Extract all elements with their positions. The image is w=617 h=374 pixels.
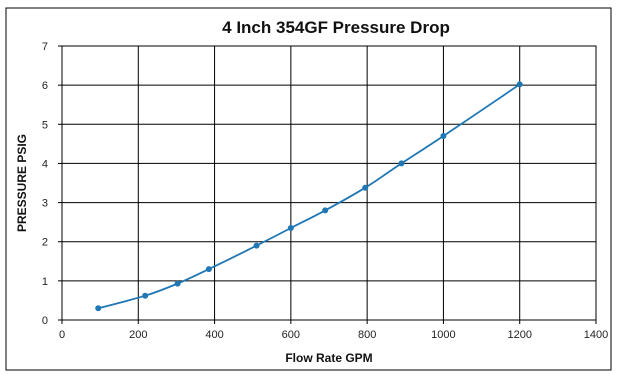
chart-title: 4 Inch 354GF Pressure Drop <box>222 18 450 37</box>
x-axis-ticks: 0 200 400 600 800 1000 1200 1400 <box>59 320 608 341</box>
x-tick-label: 0 <box>59 329 65 341</box>
x-tick-label: 1200 <box>507 329 531 341</box>
grid-lines <box>62 46 596 320</box>
data-point <box>398 160 405 167</box>
data-point <box>516 81 523 88</box>
data-point <box>95 305 102 312</box>
plot-area-frame <box>61 45 597 321</box>
x-tick-label: 800 <box>358 329 376 341</box>
y-tick-label: 1 <box>42 276 48 288</box>
y-tick-label: 3 <box>42 198 48 210</box>
y-axis-ticks: 0 1 2 3 4 5 6 7 <box>42 41 62 327</box>
data-point <box>362 184 369 191</box>
y-tick-label: 2 <box>42 237 48 249</box>
y-tick-label: 4 <box>42 158 48 170</box>
y-tick-label: 0 <box>42 315 48 327</box>
data-point <box>440 133 447 140</box>
x-tick-label: 1000 <box>431 329 455 341</box>
x-tick-label: 200 <box>129 329 147 341</box>
data-point <box>174 280 181 287</box>
y-axis-title: PRESSURE PSIG <box>15 134 29 232</box>
data-point <box>142 292 149 299</box>
y-tick-label: 5 <box>42 119 48 131</box>
data-point <box>253 242 260 249</box>
x-tick-label: 1400 <box>584 329 608 341</box>
x-tick-label: 600 <box>282 329 300 341</box>
chart-border <box>5 7 612 371</box>
data-points <box>95 81 523 312</box>
data-point <box>205 266 212 273</box>
data-point <box>322 207 329 214</box>
x-axis-title: Flow Rate GPM <box>285 351 372 365</box>
y-tick-label: 7 <box>42 41 48 53</box>
data-point <box>287 225 294 232</box>
x-tick-label: 400 <box>205 329 223 341</box>
y-tick-label: 6 <box>42 80 48 92</box>
